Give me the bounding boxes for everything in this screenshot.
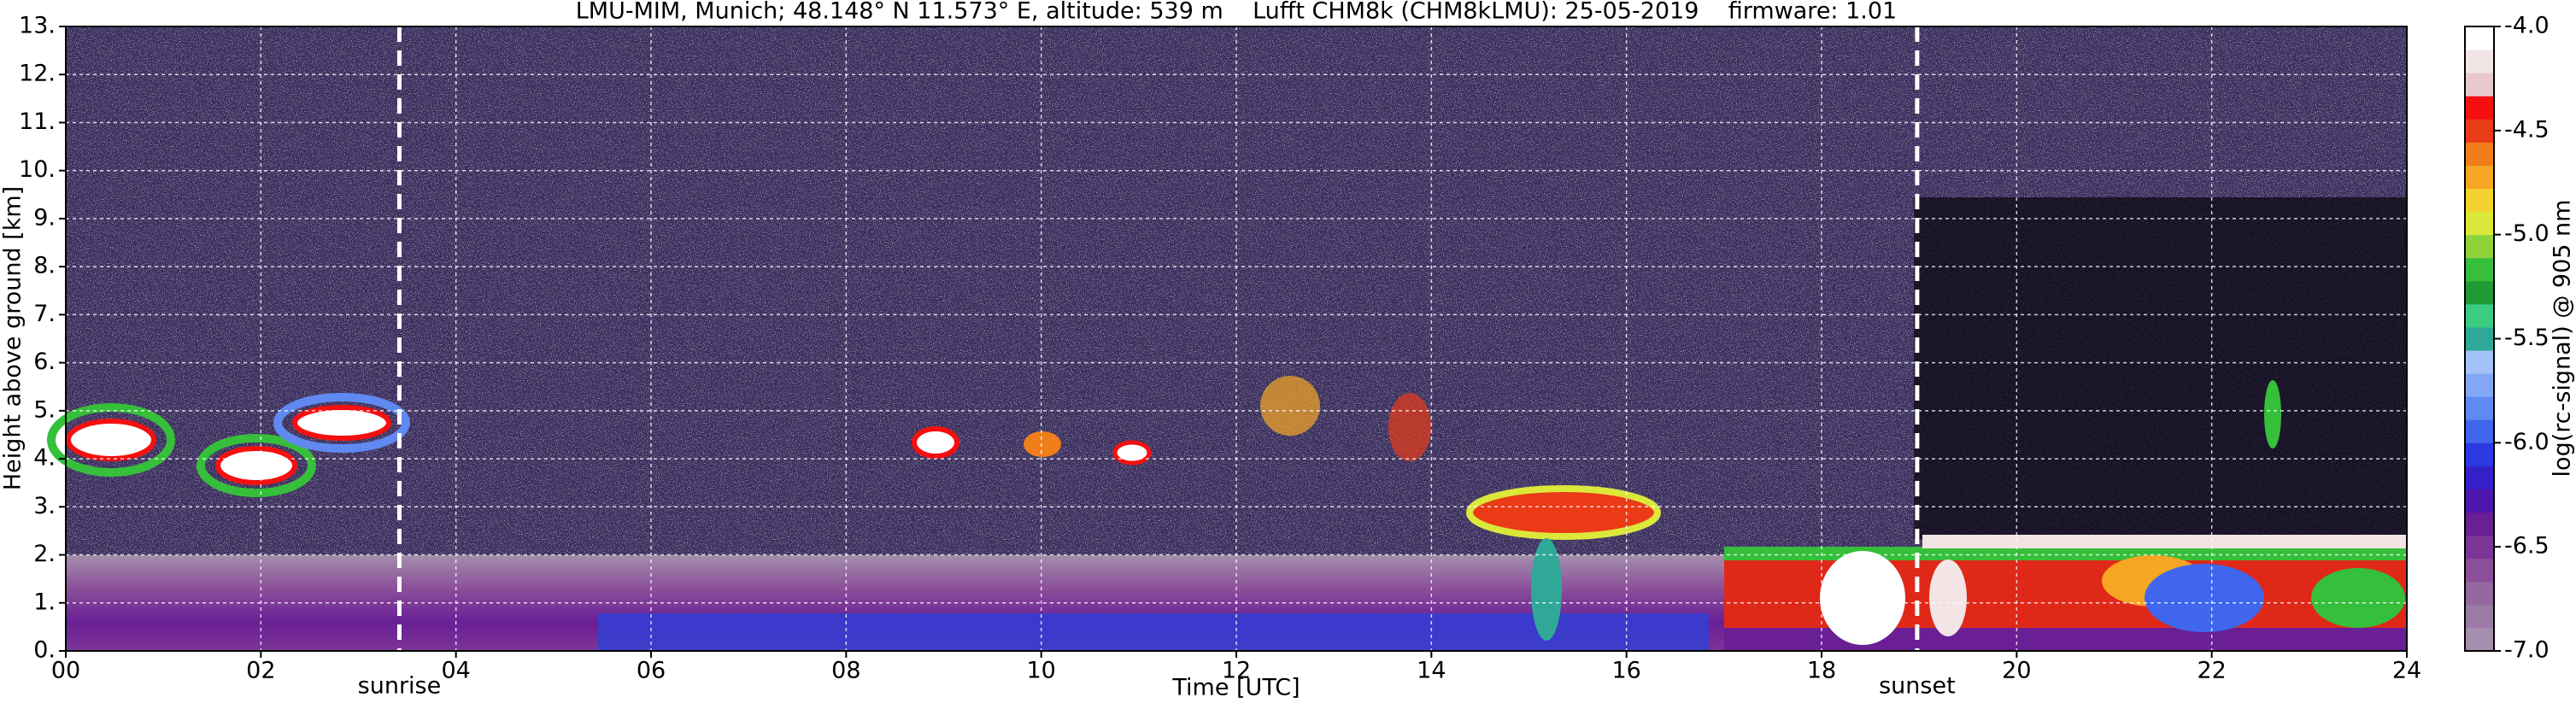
cloud bbox=[2264, 380, 2281, 448]
x-tick-label: 24 bbox=[2392, 658, 2421, 684]
x-tick-label: 10 bbox=[1026, 658, 1055, 684]
cloud bbox=[1388, 393, 1431, 461]
y-tick-label: 2. bbox=[33, 541, 56, 567]
colorbar-band bbox=[2465, 234, 2494, 259]
colorbar-band bbox=[2465, 211, 2494, 236]
annotation-label: sunrise bbox=[358, 673, 442, 700]
colorbar-band bbox=[2465, 142, 2494, 166]
cloud bbox=[1929, 560, 1967, 636]
y-tick-label: 6. bbox=[33, 349, 56, 375]
boundary-layer bbox=[1724, 628, 2407, 651]
colorbar-tick-label: -7.0 bbox=[2504, 637, 2550, 664]
colorbar-label: log(rc-signal) @ 905 nm bbox=[2550, 200, 2576, 478]
colorbar-band bbox=[2465, 73, 2494, 97]
cloud bbox=[2311, 568, 2405, 628]
colorbar-band bbox=[2465, 396, 2494, 420]
cloud bbox=[47, 403, 175, 477]
colorbar-band bbox=[2465, 604, 2494, 629]
colorbar-band bbox=[2465, 50, 2494, 73]
colorbar-band bbox=[2465, 535, 2494, 560]
colorbar-band bbox=[2465, 165, 2494, 190]
cloud bbox=[2145, 564, 2264, 632]
colorbar-tick-label: -5.5 bbox=[2504, 325, 2550, 351]
cloud bbox=[1466, 485, 1661, 540]
x-tick-label: 02 bbox=[246, 658, 275, 684]
y-tick-label: 11. bbox=[19, 108, 56, 135]
colorbar-band bbox=[2465, 558, 2494, 583]
y-tick-label: 10. bbox=[19, 156, 56, 183]
y-tick-label: 5. bbox=[33, 396, 56, 423]
x-tick-label: 04 bbox=[441, 658, 470, 684]
colorbar-band bbox=[2465, 257, 2494, 282]
cloud bbox=[1531, 538, 1562, 641]
colorbar-band bbox=[2465, 466, 2494, 489]
x-tick-label: 20 bbox=[2002, 658, 2031, 684]
cloud bbox=[1112, 440, 1152, 466]
colorbar-tick-label: -6.5 bbox=[2504, 533, 2550, 560]
colorbar-band bbox=[2465, 627, 2494, 652]
colorbar-band bbox=[2465, 489, 2494, 513]
colorbar-band bbox=[2465, 350, 2494, 374]
quiet-region bbox=[1914, 197, 2407, 539]
y-axis-label: Height above ground [km] bbox=[0, 186, 26, 490]
heatmap bbox=[47, 26, 2407, 651]
colorbar-tick-label: -5.0 bbox=[2504, 220, 2550, 247]
colorbar-band bbox=[2465, 326, 2494, 351]
cloud bbox=[912, 426, 959, 459]
colorbar-band bbox=[2465, 280, 2494, 305]
colorbar-tick-label: -4.5 bbox=[2504, 116, 2550, 143]
y-tick-label: 8. bbox=[33, 253, 56, 279]
y-tick-label: 12. bbox=[19, 61, 56, 87]
colorbar-band bbox=[2465, 442, 2494, 466]
x-tick-label: 22 bbox=[2197, 658, 2226, 684]
cloud bbox=[1260, 376, 1320, 436]
boundary-layer bbox=[1922, 535, 2407, 548]
x-tick-label: 08 bbox=[831, 658, 860, 684]
colorbar-band bbox=[2465, 373, 2494, 397]
colorbar-band bbox=[2465, 188, 2494, 213]
x-tick-label: 06 bbox=[637, 658, 666, 684]
cloud bbox=[197, 434, 316, 497]
cloud bbox=[273, 393, 410, 453]
x-tick-label: 16 bbox=[1611, 658, 1640, 684]
x-tick-label: 14 bbox=[1417, 658, 1446, 684]
boundary-layer bbox=[1724, 547, 2407, 560]
colorbar-band bbox=[2465, 581, 2494, 606]
y-tick-label: 7. bbox=[33, 301, 56, 327]
boundary-layer bbox=[598, 613, 1709, 651]
y-tick-label: 1. bbox=[33, 589, 56, 615]
colorbar-tick-label: -6.0 bbox=[2504, 429, 2550, 455]
y-tick-label: 9. bbox=[33, 204, 56, 231]
cloud bbox=[215, 446, 297, 485]
x-tick-label: 18 bbox=[1807, 658, 1836, 684]
colorbar-band bbox=[2465, 26, 2494, 50]
y-tick-label: 0. bbox=[33, 637, 56, 664]
colorbar-band bbox=[2465, 512, 2494, 536]
y-tick-label: 3. bbox=[33, 493, 56, 519]
colorbar-band bbox=[2465, 96, 2494, 120]
chart-title: LMU-MIM, Munich; 48.148° N 11.573° E, al… bbox=[576, 0, 1897, 25]
y-tick-label: 4. bbox=[33, 445, 56, 472]
x-tick-label: 00 bbox=[51, 658, 80, 684]
cloud bbox=[1470, 489, 1658, 536]
x-axis-label: Time [UTC] bbox=[1171, 675, 1300, 701]
cloud bbox=[1024, 431, 1061, 457]
x-tick-label: 12 bbox=[1222, 658, 1251, 684]
annotation-label: sunset bbox=[1879, 673, 1956, 700]
colorbar-band bbox=[2465, 303, 2494, 328]
cloud bbox=[292, 405, 391, 441]
colorbar-band bbox=[2465, 419, 2494, 443]
y-tick-label: 13. bbox=[19, 13, 56, 39]
colorbar-tick-label: -4.0 bbox=[2504, 13, 2550, 39]
colorbar-band bbox=[2465, 119, 2494, 143]
cloud bbox=[66, 419, 156, 461]
cloud bbox=[1820, 551, 1905, 645]
